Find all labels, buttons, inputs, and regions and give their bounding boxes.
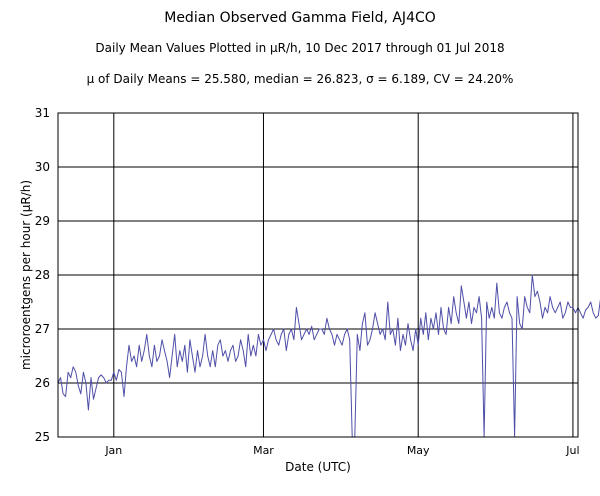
grid-layer — [58, 113, 578, 437]
x-tick-label: Jan — [104, 444, 122, 457]
x-tick-label: Jul — [565, 444, 579, 457]
y-tick-labels: 25 26 27 28 29 30 31 — [35, 106, 50, 444]
plot-frame — [57, 112, 579, 438]
y-axis-label: microroentgens per hour (μR/h) — [19, 180, 33, 370]
chart-subtitle: Daily Mean Values Plotted in μR/h, 10 De… — [95, 41, 505, 55]
y-tick-label: 25 — [35, 430, 50, 444]
y-tick-label: 27 — [35, 322, 50, 336]
x-tick-label: Mar — [253, 444, 274, 457]
x-axis-label: Date (UTC) — [285, 460, 351, 474]
chart-title: Median Observed Gamma Field, AJ4CO — [164, 10, 436, 26]
x-tick-labels: Jan Mar May Jul — [104, 444, 579, 457]
chart-stats: μ of Daily Means = 25.580, median = 26.8… — [86, 72, 514, 86]
y-tick-label: 29 — [35, 214, 50, 228]
y-tick-label: 26 — [35, 376, 50, 390]
series-line — [57, 274, 600, 438]
y-tick-label: 30 — [35, 160, 50, 174]
y-tick-label: 28 — [35, 268, 50, 282]
x-tick-label: May — [407, 444, 430, 457]
series-layer — [57, 274, 600, 438]
y-tick-label: 31 — [35, 106, 50, 120]
